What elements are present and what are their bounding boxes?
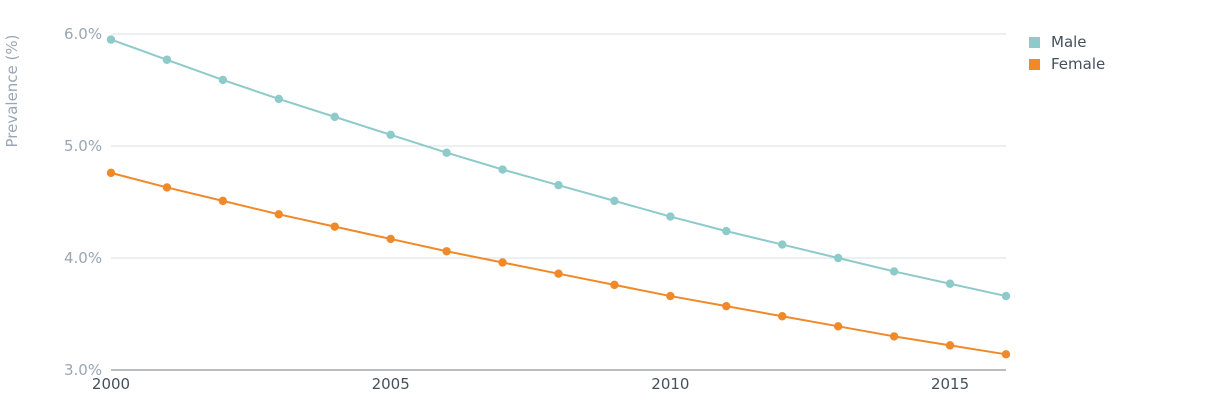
data-point-male[interactable] [666,212,675,221]
data-point-male[interactable] [386,130,395,139]
series-female [106,168,1011,359]
data-point-female[interactable] [498,258,507,267]
data-point-male[interactable] [833,253,843,263]
y-axis-title: Prevalence (%) [3,34,21,147]
data-point-female[interactable] [162,183,172,192]
y-tick-label: 6.0% [64,25,102,43]
data-point-male[interactable] [274,94,284,104]
series-line-female [110,171,1007,356]
data-point-male[interactable] [610,196,619,206]
legend-label: Male [1051,33,1087,51]
data-point-female[interactable] [722,301,731,311]
data-point-male[interactable] [442,148,451,157]
x-tick-label: 2005 [372,375,410,393]
data-point-male[interactable] [778,240,787,249]
legend-item-female[interactable]: Female [1029,55,1105,73]
data-point-female[interactable] [218,196,228,206]
data-point-female[interactable] [442,247,451,256]
series-male [106,35,1011,301]
data-point-male[interactable] [554,181,563,190]
data-point-female[interactable] [778,312,787,321]
data-point-male[interactable] [722,226,731,236]
data-point-female[interactable] [330,222,339,231]
data-point-female[interactable] [1001,350,1011,359]
y-tick-label: 3.0% [64,361,102,379]
data-point-male[interactable] [106,35,116,44]
data-point-female[interactable] [106,168,116,178]
x-tick-label: 2010 [651,375,689,393]
y-tick-label: 4.0% [64,249,102,267]
data-point-male[interactable] [330,112,339,122]
data-point-female[interactable] [386,234,395,244]
data-point-male[interactable] [218,75,228,85]
legend-swatch [1029,37,1040,48]
y-tick-label: 5.0% [64,137,102,155]
data-point-female[interactable] [554,269,563,278]
data-point-male[interactable] [889,267,899,276]
series-layer [106,35,1011,359]
data-point-female[interactable] [610,280,619,290]
data-point-female[interactable] [274,210,284,219]
x-tick-label: 2000 [92,375,130,393]
legend-item-male[interactable]: Male [1029,33,1087,51]
data-point-male[interactable] [498,165,507,174]
legend[interactable]: Male Female [1029,33,1105,73]
data-point-female[interactable] [833,322,843,331]
legend-label: Female [1051,55,1105,73]
data-point-male[interactable] [162,55,172,64]
legend-swatch [1029,59,1040,70]
x-tick-label: 2015 [931,375,969,393]
data-point-male[interactable] [1001,291,1011,301]
data-point-male[interactable] [945,279,955,288]
grid-lines [111,33,1006,259]
data-point-female[interactable] [666,291,675,301]
axes: 3.0% 4.0% 5.0% 6.0% 2000 2005 2010 2015 [64,25,1006,393]
data-point-female[interactable] [945,341,955,350]
data-point-female[interactable] [889,332,899,341]
